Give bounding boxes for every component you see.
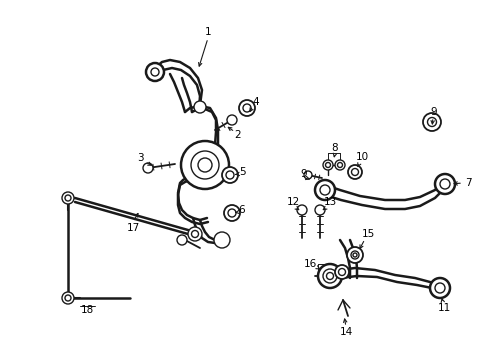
- Text: 4: 4: [252, 97, 259, 107]
- Circle shape: [296, 205, 306, 215]
- Circle shape: [239, 100, 254, 116]
- Circle shape: [334, 160, 345, 170]
- Text: 14: 14: [339, 327, 352, 337]
- Circle shape: [317, 264, 341, 288]
- Circle shape: [226, 115, 237, 125]
- Text: 1: 1: [204, 27, 211, 37]
- Text: 9: 9: [300, 169, 306, 179]
- Circle shape: [177, 235, 186, 245]
- Text: 6: 6: [238, 205, 245, 215]
- Text: 10: 10: [355, 152, 368, 162]
- Circle shape: [214, 232, 229, 248]
- Circle shape: [334, 265, 348, 279]
- Circle shape: [142, 163, 153, 173]
- Text: 8: 8: [331, 143, 338, 153]
- Text: 7: 7: [464, 178, 470, 188]
- Circle shape: [191, 151, 219, 179]
- Circle shape: [429, 278, 449, 298]
- Text: 13: 13: [323, 197, 336, 207]
- Circle shape: [314, 205, 325, 215]
- Circle shape: [194, 101, 205, 113]
- Circle shape: [187, 227, 202, 241]
- Circle shape: [346, 247, 362, 263]
- Text: 9: 9: [430, 107, 436, 117]
- Circle shape: [422, 113, 440, 131]
- Circle shape: [347, 165, 361, 179]
- Text: 12: 12: [286, 197, 299, 207]
- Text: 11: 11: [436, 303, 450, 313]
- Circle shape: [323, 269, 336, 283]
- Circle shape: [304, 171, 311, 179]
- Text: 17: 17: [126, 223, 140, 233]
- Circle shape: [62, 192, 74, 204]
- Text: 16: 16: [303, 259, 316, 269]
- Text: 2: 2: [234, 130, 241, 140]
- Circle shape: [434, 174, 454, 194]
- Circle shape: [350, 251, 358, 259]
- Text: 15: 15: [361, 229, 374, 239]
- Text: 18: 18: [80, 305, 93, 315]
- Circle shape: [146, 63, 163, 81]
- Text: 5: 5: [238, 167, 245, 177]
- Circle shape: [323, 160, 332, 170]
- Circle shape: [62, 292, 74, 304]
- Text: 3: 3: [137, 153, 143, 163]
- Circle shape: [224, 205, 240, 221]
- Circle shape: [181, 141, 228, 189]
- Circle shape: [314, 180, 334, 200]
- Circle shape: [222, 167, 238, 183]
